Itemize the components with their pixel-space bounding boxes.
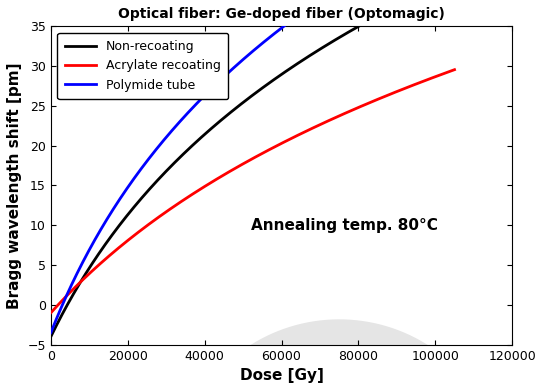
Non-recoating xyxy=(244,97,250,102)
Acrylate recoating xyxy=(244,159,250,164)
Line: Non-recoating: Non-recoating xyxy=(51,0,454,337)
Polymide tube xyxy=(244,54,250,58)
Title: Optical fiber: Ge-doped fiber (Optomagic): Optical fiber: Ge-doped fiber (Optomagic… xyxy=(118,7,445,21)
Non-recoating xyxy=(233,105,239,110)
Polymide tube xyxy=(68,283,75,287)
Acrylate recoating xyxy=(68,289,75,293)
Line: Acrylate recoating: Acrylate recoating xyxy=(51,70,454,313)
Non-recoating xyxy=(68,295,75,300)
Non-recoating xyxy=(48,334,54,339)
Text: Annealing temp. 80°C: Annealing temp. 80°C xyxy=(251,218,438,233)
Y-axis label: Bragg wavelength shift [pm]: Bragg wavelength shift [pm] xyxy=(7,62,22,309)
Acrylate recoating xyxy=(451,67,458,72)
Polymide tube xyxy=(233,63,239,68)
Legend: Non-recoating, Acrylate recoating, Polymide tube: Non-recoating, Acrylate recoating, Polym… xyxy=(57,32,228,99)
Acrylate recoating xyxy=(439,72,446,76)
X-axis label: Dose [Gy]: Dose [Gy] xyxy=(239,368,324,383)
Non-recoating xyxy=(365,18,372,23)
Polymide tube xyxy=(48,330,54,335)
Acrylate recoating xyxy=(233,165,239,170)
Line: Polymide tube: Polymide tube xyxy=(51,0,454,333)
Acrylate recoating xyxy=(48,310,54,315)
Acrylate recoating xyxy=(439,72,446,76)
Acrylate recoating xyxy=(365,101,372,105)
